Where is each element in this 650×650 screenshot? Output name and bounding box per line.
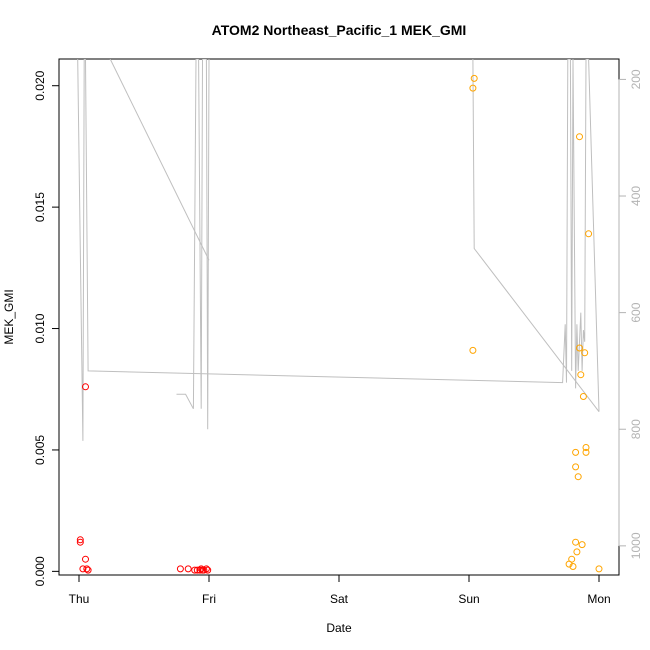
x-axis-label: Date [326, 621, 352, 635]
data-point [79, 565, 87, 573]
right-tick-label: 1000 [629, 532, 643, 559]
data-point [76, 538, 84, 546]
x-tick-label: Fri [202, 592, 216, 606]
data-point [576, 133, 583, 141]
right-tick-label: 600 [629, 302, 643, 322]
y-tick-label: 0.010 [33, 313, 47, 343]
x-tick-label: Sat [330, 592, 349, 606]
data-point [204, 566, 212, 574]
data-point [184, 565, 192, 573]
data-point [572, 538, 580, 546]
y-tick-label: 0.000 [33, 556, 47, 586]
y-tick-label: 0.020 [33, 70, 47, 100]
trace-line-sunday [472, 59, 600, 413]
data-point [568, 555, 576, 563]
trace-line-segment [176, 59, 210, 430]
y-axis: 0.000 0.005 0.010 0.015 0.020 [33, 70, 60, 586]
data-point [581, 349, 589, 357]
data-point [202, 565, 210, 573]
data-point [574, 473, 582, 481]
trace-line-segment [109, 59, 210, 261]
data-point [572, 463, 580, 471]
data-point [196, 566, 204, 574]
data-point [191, 566, 199, 574]
y-tick-label: 0.015 [33, 192, 47, 222]
data-points [76, 74, 603, 574]
x-axis: Thu Fri Sat Sun Mon [69, 574, 611, 606]
data-point [469, 346, 477, 354]
data-point [577, 371, 585, 379]
data-point [582, 444, 590, 451]
data-point [469, 84, 477, 92]
right-axis: 200 400 600 800 1000 [618, 69, 643, 559]
right-tick-label: 200 [629, 69, 643, 89]
x-tick-label: Mon [587, 592, 610, 606]
altitude-trace [77, 59, 600, 441]
data-point [576, 344, 583, 352]
x-tick-label: Thu [69, 592, 90, 606]
data-point [76, 536, 84, 544]
data-point [573, 548, 581, 556]
data-point [176, 565, 184, 573]
plot-frame [58, 58, 620, 576]
data-point [579, 393, 587, 400]
data-point [84, 566, 92, 574]
data-point [585, 230, 593, 238]
data-point [83, 565, 91, 573]
data-point [595, 565, 603, 573]
trace-line-main [77, 59, 600, 441]
y-tick-label: 0.005 [33, 435, 47, 465]
right-tick-label: 400 [629, 186, 643, 206]
data-point [569, 563, 577, 570]
data-point [82, 555, 89, 563]
data-point [82, 383, 89, 391]
data-point [582, 448, 590, 456]
x-tick-label: Sun [458, 592, 479, 606]
right-tick-label: 800 [629, 419, 643, 439]
data-point [572, 448, 580, 456]
y-axis-label: MEK_GMI [2, 289, 16, 344]
data-point [470, 74, 478, 82]
chart-title: ATOM2 Northeast_Pacific_1 MEK_GMI [212, 22, 467, 38]
data-point [578, 541, 586, 549]
